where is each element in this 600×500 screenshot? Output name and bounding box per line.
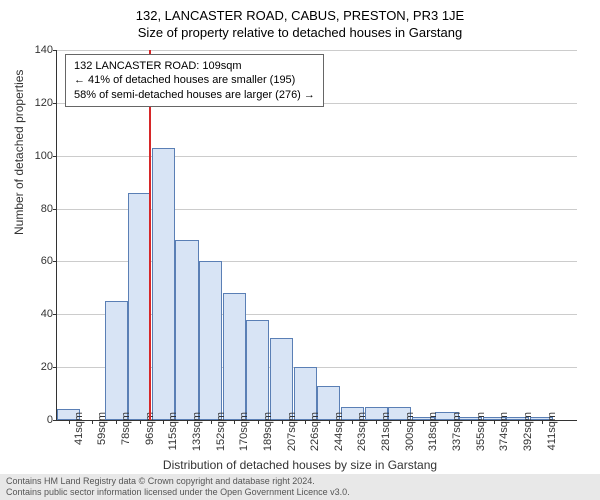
x-tick-mark [92,420,93,424]
x-tick-label: 170sqm [238,412,250,452]
x-tick-label: 78sqm [120,412,132,452]
x-tick-mark [282,420,283,424]
grid-line [57,50,577,51]
x-tick-label: 300sqm [404,412,416,452]
x-tick-mark [400,420,401,424]
x-tick-label: 189sqm [262,412,274,452]
x-tick-mark [447,420,448,424]
x-axis-label: Distribution of detached houses by size … [0,458,600,472]
plot: 02040608010012014041sqm59sqm78sqm96sqm11… [56,50,577,421]
x-tick-mark [140,420,141,424]
x-tick-mark [471,420,472,424]
y-tick-label: 40 [27,308,53,320]
footer-line1: Contains HM Land Registry data © Crown c… [6,476,594,487]
chart-container: 132, LANCASTER ROAD, CABUS, PRESTON, PR3… [0,0,600,500]
x-tick-label: 152sqm [215,412,227,452]
histogram-bar [105,301,128,420]
y-tick-label: 0 [27,414,53,426]
annotation-line: ← 41% of detached houses are smaller (19… [74,73,315,87]
x-tick-label: 41sqm [73,412,85,452]
y-tick-label: 80 [27,203,53,215]
histogram-bar [246,320,269,420]
y-tick-mark [53,156,57,157]
x-tick-label: 226sqm [309,412,321,452]
x-tick-mark [305,420,306,424]
y-tick-mark [53,261,57,262]
x-tick-mark [163,420,164,424]
x-tick-label: 374sqm [498,412,510,452]
y-tick-label: 60 [27,255,53,267]
x-tick-label: 244sqm [333,412,345,452]
x-tick-mark [423,420,424,424]
histogram-bar [152,148,175,420]
footer: Contains HM Land Registry data © Crown c… [0,474,600,500]
x-tick-mark [376,420,377,424]
x-tick-mark [187,420,188,424]
y-tick-label: 20 [27,361,53,373]
x-tick-label: 411sqm [546,412,558,452]
y-tick-mark [53,314,57,315]
annotation-line: 132 LANCASTER ROAD: 109sqm [74,59,315,73]
x-tick-label: 207sqm [286,412,298,452]
histogram-bar [270,338,293,420]
histogram-bar [223,293,246,420]
x-tick-label: 263sqm [356,412,368,452]
x-tick-mark [494,420,495,424]
x-tick-mark [518,420,519,424]
y-tick-label: 140 [27,44,53,56]
y-tick-label: 120 [27,97,53,109]
y-tick-mark [53,50,57,51]
x-tick-label: 392sqm [522,412,534,452]
x-tick-label: 133sqm [191,412,203,452]
x-tick-label: 59sqm [96,412,108,452]
y-tick-mark [53,420,57,421]
x-tick-mark [116,420,117,424]
y-tick-mark [53,209,57,210]
x-tick-label: 355sqm [475,412,487,452]
x-tick-label: 337sqm [451,412,463,452]
plot-area: 02040608010012014041sqm59sqm78sqm96sqm11… [56,50,576,420]
y-tick-mark [53,367,57,368]
histogram-bar [199,261,222,420]
y-axis-label: Number of detached properties [12,70,26,235]
x-tick-mark [234,420,235,424]
x-tick-mark [258,420,259,424]
annotation-line: 58% of semi-detached houses are larger (… [74,88,315,102]
footer-line2: Contains public sector information licen… [6,487,594,498]
x-tick-mark [69,420,70,424]
x-tick-mark [542,420,543,424]
y-tick-label: 100 [27,150,53,162]
x-tick-mark [211,420,212,424]
x-tick-mark [352,420,353,424]
chart-title-address: 132, LANCASTER ROAD, CABUS, PRESTON, PR3… [0,0,600,23]
x-tick-label: 115sqm [167,412,179,452]
x-tick-label: 281sqm [380,412,392,452]
y-tick-mark [53,103,57,104]
annotation-box: 132 LANCASTER ROAD: 109sqm← 41% of detac… [65,54,324,107]
x-tick-label: 318sqm [427,412,439,452]
chart-title-sub: Size of property relative to detached ho… [0,23,600,40]
grid-line [57,156,577,157]
histogram-bar [175,240,198,420]
x-tick-mark [329,420,330,424]
